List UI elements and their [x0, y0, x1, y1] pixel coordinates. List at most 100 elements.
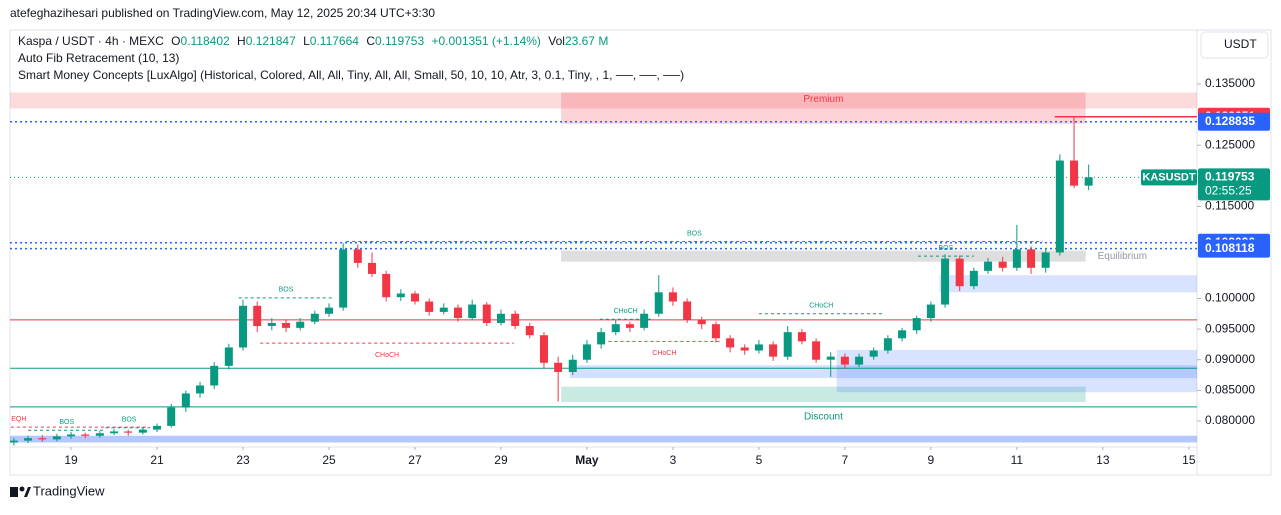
candle-body [453, 307, 462, 319]
price-axis-frame [1196, 29, 1272, 476]
l-value: 0.117664 [310, 34, 359, 48]
x-tick-label: 19 [64, 453, 78, 467]
candle-body [1012, 249, 1021, 268]
y-tick-label: 0.080000 [1205, 413, 1255, 427]
candle-body [926, 304, 935, 319]
candle-body [539, 335, 548, 363]
y-tick-label: 0.100000 [1205, 291, 1255, 305]
zone [10, 92, 1197, 109]
indicator: Smart Money Concepts [LuxAlgo] (Historic… [18, 68, 684, 82]
y-tick-label: 0.115000 [1205, 199, 1254, 213]
candle-body [253, 305, 262, 327]
candle-body [582, 344, 591, 360]
structure-label: BOS [687, 230, 702, 237]
candle-body [138, 429, 147, 433]
zone [10, 435, 1197, 443]
structure-label: BOS [59, 419, 74, 426]
x-tick-label: 9 [928, 453, 935, 467]
candle-body [110, 431, 119, 434]
x-tick-label: 15 [1182, 453, 1196, 467]
x-tick-label: 27 [408, 453, 422, 467]
price-label-box [1198, 239, 1270, 258]
x-tick-label: 29 [494, 453, 508, 467]
zone [939, 275, 1197, 293]
candle-body [167, 407, 176, 426]
candle-body [196, 385, 205, 394]
c-value: 0.119753 [375, 34, 424, 48]
symbol: Kaspa / USDT · 4h · MEXC [18, 34, 164, 48]
x-tick-label: 23 [236, 453, 250, 467]
candle-body [52, 436, 61, 440]
x-tick-label: 3 [670, 453, 677, 467]
candle-body [568, 359, 577, 372]
candle-body [984, 261, 993, 271]
candle-body [697, 319, 706, 325]
price-label: 0.108118 [1205, 241, 1255, 255]
last-price-name: KASUSDT [1142, 171, 1195, 183]
structure-label: CHoCH [614, 308, 638, 315]
structure-label: CHoCH [375, 352, 399, 359]
last-price-label-box [1198, 168, 1270, 201]
price-label-box [1198, 112, 1270, 131]
candle-body [1084, 177, 1093, 186]
candle-body [267, 322, 276, 327]
candle-body [439, 307, 448, 312]
currency: USDT [1224, 37, 1257, 51]
candle-body [797, 332, 806, 342]
structure-label: BOS [939, 245, 954, 252]
candle-body [95, 433, 104, 436]
candle-body [210, 365, 219, 386]
zone [561, 92, 1086, 124]
candle-body [597, 332, 606, 345]
structure-label: EQH [11, 416, 26, 423]
y-tick-label: 0.085000 [1205, 383, 1255, 397]
candle-body [941, 258, 950, 305]
candle-body [1041, 252, 1050, 268]
y-tick-label: 0.125000 [1205, 137, 1255, 151]
currency-button[interactable] [1200, 31, 1269, 59]
h-label: H [237, 34, 246, 48]
candle-body [869, 350, 878, 357]
candle-body [525, 326, 534, 336]
candle-body [683, 301, 692, 320]
candle-body [367, 262, 376, 274]
candle-body [181, 393, 190, 408]
candle-body [769, 344, 778, 357]
brand-logo [10, 486, 31, 497]
countdown: 02:55:25 [1205, 184, 1252, 198]
candle-body [969, 270, 978, 287]
x-tick-label: 11 [1011, 453, 1024, 467]
candle-body [711, 324, 720, 339]
vol-label: Vol [548, 34, 565, 48]
price-label: 0.128835 [1205, 114, 1255, 128]
candle-body [239, 305, 248, 348]
plot-layer: Premium Equilibrium Discount EQH BOS BOS BOS CH… [9, 92, 1197, 446]
candle-body [1027, 249, 1036, 268]
candle-body [611, 324, 620, 333]
candle-body [496, 313, 505, 323]
y-tick-label: 0.135000 [1205, 76, 1255, 90]
c-label: C [366, 34, 375, 48]
published-line: atefeghazihesari published on TradingVie… [10, 6, 435, 20]
candle-body [898, 330, 907, 339]
candle-body [310, 313, 319, 322]
o-label: O [171, 34, 180, 48]
zone-label: Equilibrium [1098, 251, 1147, 262]
change: +0.001351 (+1.14%) [432, 34, 541, 48]
structure-label: CHoCH [652, 350, 676, 357]
candle-body [625, 324, 634, 328]
candle-body [726, 338, 735, 348]
brand: TradingView [33, 483, 105, 498]
candle-body [153, 425, 162, 430]
candle-body [425, 301, 434, 312]
candle-body [339, 249, 348, 308]
x-tick-label: 13 [1096, 453, 1110, 467]
x-tick-label: 7 [842, 453, 849, 467]
time-axis-frame [9, 446, 1198, 476]
h-value: 0.121847 [246, 34, 296, 48]
candle-body [754, 344, 763, 351]
candle-body [840, 356, 849, 365]
candle-body [296, 321, 305, 328]
